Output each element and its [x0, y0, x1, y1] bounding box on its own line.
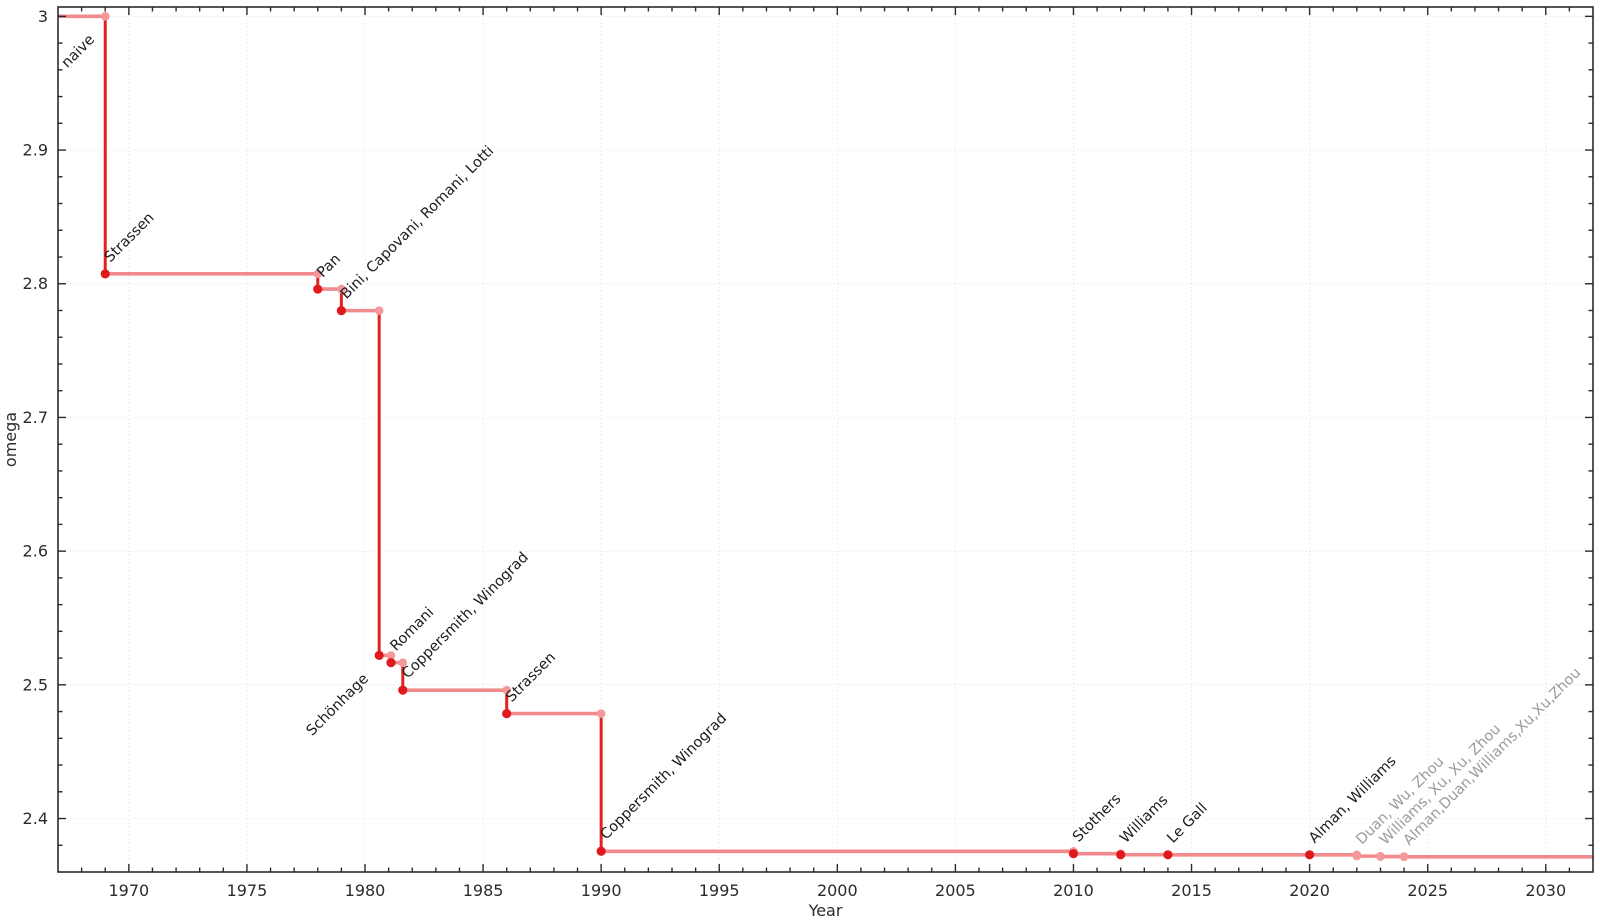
previous-record-marker-strassen [502, 685, 511, 695]
data-point-naive-1969 [100, 12, 110, 21]
data-point-williams-2012 [1116, 850, 1126, 860]
y-tick-label-2.8: 2.8 [23, 274, 48, 293]
data-point-duan-wu-zhou-2022 [1352, 851, 1362, 861]
y-tick-label-2.6: 2.6 [23, 542, 48, 561]
data-point-coppersmith-winograd-1981-6 [398, 685, 408, 695]
data-point-sch-nhage-1980-6 [374, 650, 384, 661]
x-tick-label-2015: 2015 [1171, 881, 1212, 900]
step-line-horizontal-segments [58, 14, 1593, 859]
x-tick-label-1990: 1990 [581, 881, 622, 900]
gridlines [58, 7, 1593, 872]
x-tick-label-1970: 1970 [108, 881, 149, 900]
point-label-williams: Williams [1117, 792, 1171, 846]
x-tick-label-2000: 2000 [817, 881, 858, 900]
data-point-pan-1978 [313, 284, 323, 294]
point-label-le-gall: Le Gall [1164, 800, 1210, 846]
data-point-markers [100, 12, 1409, 862]
data-point-bini-capovani-romani-lotti-1979 [336, 306, 346, 316]
x-tick-label-2005: 2005 [935, 881, 976, 900]
y-tick-label-2.4: 2.4 [23, 809, 48, 828]
y-tick-label-2.9: 2.9 [23, 141, 48, 160]
data-point-williams-xu-xu-zhou-2023 [1376, 852, 1385, 861]
x-tick-label-1975: 1975 [227, 881, 268, 900]
data-point-romani-1981-1 [386, 658, 396, 668]
axis-ticks [58, 7, 1593, 872]
point-label-strassen: Strassen [503, 650, 559, 706]
x-tick-label-2025: 2025 [1407, 881, 1448, 900]
x-tick-label-2010: 2010 [1053, 881, 1094, 900]
data-point-alman-williams-2020 [1305, 850, 1315, 860]
y-tick-label-2.7: 2.7 [23, 408, 48, 427]
previous-record-marker-coppersmith-winograd [596, 709, 606, 718]
x-tick-label-2020: 2020 [1289, 881, 1330, 900]
point-label-alman-duan-williams-xu-xu-zhou: Alman,Duan,Williams,Xu,Xu,Zhou [1401, 665, 1585, 849]
y-tick-label-3: 3 [38, 7, 48, 26]
plot-frame [57, 6, 1594, 873]
plot-border [57, 6, 1594, 873]
data-point-le-gall-2014 [1163, 850, 1173, 860]
point-label-bini-capovani-romani-lotti: Bini, Capovani, Romani, Lotti [338, 143, 497, 302]
x-tick-label-1980: 1980 [345, 881, 386, 900]
step-line-vertical-segments [103, 16, 1406, 857]
previous-record-marker-bini-capovani-romani-lotti [337, 284, 346, 294]
y-axis-title: omega [1, 412, 20, 467]
data-point-coppersmith-winograd-1990 [596, 846, 606, 856]
y-tick-label-2.5: 2.5 [23, 675, 48, 694]
x-tick-label-2030: 2030 [1525, 881, 1566, 900]
previous-record-marker-sch-nhage [374, 306, 384, 315]
x-tick-label-1985: 1985 [463, 881, 504, 900]
x-axis-title: Year [808, 901, 843, 920]
axis-tick-labels: 1970 1975 1980 1985 1990 1995 2000 2005 2010 2015… [23, 7, 1567, 900]
point-label-naive: naive [59, 32, 98, 71]
previous-record-marker-coppersmith-winograd [398, 658, 408, 667]
previous-record-marker-romani [386, 651, 396, 660]
point-label-strassen: Strassen [102, 210, 158, 266]
data-point-strassen-1969 [100, 269, 110, 279]
point-label-sch-nhage: Schönhage [304, 671, 372, 739]
data-point-stothers-2010 [1068, 849, 1079, 859]
data-point-strassen-1986 [502, 708, 512, 719]
x-tick-label-1995: 1995 [699, 881, 740, 900]
data-point-alman-duan-williams-xu-xu-zhou-2024 [1399, 852, 1409, 862]
previous-record-marker-pan [313, 269, 323, 279]
point-label-williams-xu-xu-zhou: Williams, Xu, Xu, Zhou [1377, 721, 1504, 848]
point-label-coppersmith-winograd: Coppersmith, Winograd [598, 711, 731, 844]
